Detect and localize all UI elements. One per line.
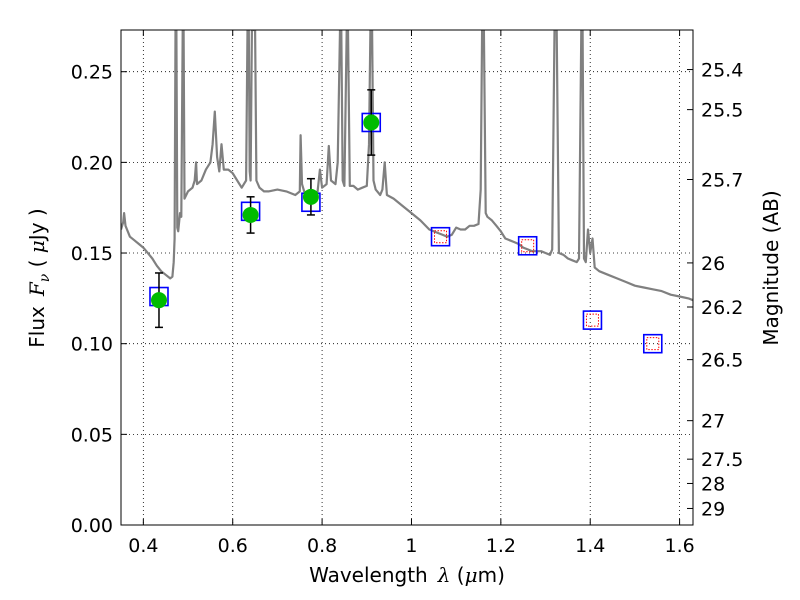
x-tick-label: 1 bbox=[405, 535, 417, 557]
plot-background bbox=[121, 30, 693, 525]
magnitude-tick-label: 26 bbox=[701, 253, 725, 275]
y-tick-label: 0.25 bbox=[71, 62, 113, 84]
model-photometry-box bbox=[430, 226, 451, 247]
model-photometry-box bbox=[642, 333, 663, 354]
upper-limit-marker bbox=[521, 239, 535, 253]
model-spectrum-line bbox=[121, 30, 693, 302]
magnitude-tick-labels: 25.4 25.5 25.7 26 26.2 26.5 27 27.528 29 bbox=[701, 60, 743, 521]
magnitude-tick-label: 25.4 bbox=[701, 60, 743, 82]
plot-frame bbox=[120, 29, 694, 526]
model-photometry-box bbox=[582, 310, 603, 330]
observed-point bbox=[302, 188, 319, 205]
observed-point bbox=[150, 292, 167, 309]
observed-point bbox=[363, 114, 380, 131]
y-tick-labels: 0.00 0.05 0.10 0.15 0.20 0.25 bbox=[71, 62, 113, 537]
y2-axis-title: Magnitude (AB) bbox=[759, 190, 783, 345]
magnitude-tick-label: 27 bbox=[701, 411, 725, 433]
magnitude-tick-label: 29 bbox=[701, 498, 725, 520]
magnitude-tick-label: 27.5 bbox=[701, 449, 743, 471]
y-tick-label: 0.15 bbox=[71, 243, 113, 265]
observed-point bbox=[242, 206, 259, 223]
y-tick-label: 0.10 bbox=[71, 334, 113, 356]
observed-photometry bbox=[150, 89, 380, 329]
upper-limit-marker bbox=[646, 337, 660, 351]
upper-limit-marker bbox=[434, 230, 448, 244]
x-tick-label: 1.4 bbox=[575, 535, 605, 557]
y-tick-label: 0.20 bbox=[71, 152, 113, 174]
y-axis-title: FluxFν ( μJy ) bbox=[25, 208, 53, 347]
model-photometry-box bbox=[517, 235, 538, 256]
x-tick-label: 0.6 bbox=[218, 535, 248, 557]
magnitude-tick-label: 26.5 bbox=[701, 350, 743, 372]
x-tick-label: 1.6 bbox=[664, 535, 694, 557]
x-axis-title: Wavelength λ (μm) bbox=[309, 563, 505, 587]
upper-limit-markers bbox=[434, 230, 660, 351]
magnitude-tick-label: 28 bbox=[701, 473, 725, 495]
axis-ticks bbox=[121, 30, 693, 526]
x-tick-label: 0.8 bbox=[307, 535, 337, 557]
magnitude-tick-label: 26.2 bbox=[701, 297, 743, 319]
magnitude-tick-label: 25.7 bbox=[701, 170, 743, 192]
upper-limit-marker bbox=[585, 313, 599, 327]
x-tick-label: 0.4 bbox=[128, 535, 158, 557]
x-tick-labels: 0.4 0.6 0.8 1 1.2 1.4 1.6 bbox=[128, 535, 694, 557]
y-tick-label: 0.05 bbox=[71, 424, 113, 446]
y-tick-label: 0.00 bbox=[71, 515, 113, 537]
x-tick-label: 1.2 bbox=[486, 535, 516, 557]
magnitude-tick-label: 25.5 bbox=[701, 100, 743, 122]
